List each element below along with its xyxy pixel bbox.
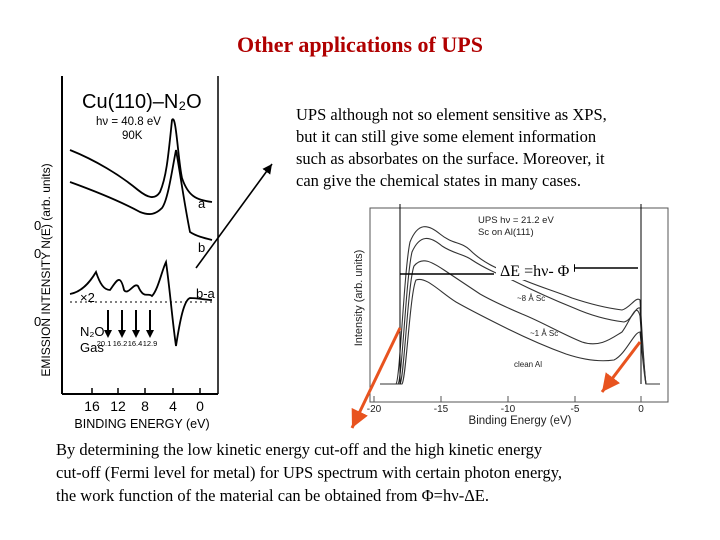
left-x-axis-title: BINDING ENERGY (eV) [74,417,209,431]
explanation-line: cut-off (Fermi level for metal) for UPS … [56,463,563,482]
right-source-label: UPS hν = 21.2 eV [478,215,554,226]
left-x-tick-label: 12 [110,398,126,414]
left-gas-label: N₂O [80,324,105,339]
right-x-tick-label: -15 [434,404,449,415]
intro-line: such as absorbates on the surface. Moreo… [296,149,605,168]
intro-line: UPS although not so element sensitive as… [296,105,607,124]
left-curve-label: a [198,196,206,211]
pointer-arrow [195,163,273,269]
intro-line: but it can still give some element infor… [296,127,597,146]
right-x-axis-title: Binding Energy (eV) [469,415,572,427]
left-spectrum-curve-b-minus-a [69,259,213,347]
explanation-line: By determining the low kinetic energy cu… [56,440,543,459]
left-gas-line-value: 16.4 [128,339,143,348]
left-spectrum-figure: 16 12 8 4 0 BINDING ENERGY (eV) EMISSION… [34,76,219,431]
left-gas-label: Gas [80,340,104,355]
left-photon-label: hν = 40.8 eV [96,116,161,128]
left-x-tick-label: 0 [196,398,204,414]
left-spectrum-curve-b [69,149,213,241]
left-x-tick-label: 16 [84,398,100,414]
left-gas-line-value: 12.9 [143,339,158,348]
right-curve-label: clean Al [514,360,542,369]
left-y-axis-title: EMISSION INTENSITY N(E) (arb. units) [39,163,53,376]
slide-title: Other applications of UPS [237,32,483,57]
explanation-line: the work function of the material can be… [56,486,490,505]
left-spectrum-curve-a [69,118,213,203]
left-gas-reference-arrowheads [104,330,154,338]
right-x-tick-label: 0 [638,404,644,415]
right-sample-label: Sc on Al(111) [478,227,534,238]
explanation-paragraph: By determining the low kinetic energy cu… [56,438,696,507]
left-zero-label: 0 [34,218,41,233]
right-curve-label: ~8 Å Sc [517,294,545,303]
right-x-tick-label: -20 [367,404,382,415]
left-gas-line-value: 20.1 [97,339,112,348]
right-spectrum-curve-1A [380,260,660,385]
left-x-tick-label: 8 [141,398,149,414]
right-x-ticks [373,396,642,402]
left-zero-label: 0 [34,314,41,329]
left-curve-label: b [198,240,205,255]
right-x-tick-label: -10 [501,404,516,415]
left-system-label: Cu(110)–N₂O [82,91,202,113]
left-x-ticks [91,388,201,394]
delta-e-label-bg [496,258,574,280]
right-y-axis-title: Intensity (arb. units) [353,250,365,347]
left-gas-line-value: 16.2 [113,339,128,348]
right-spectrum-curve-clean [380,278,660,385]
right-curve-label: ~1 Å Sc [530,329,558,338]
left-scale-label: ×2 [80,290,95,305]
left-x-tick-label: 4 [169,398,177,414]
left-curve-label: b-a [196,286,216,301]
right-spectrum-figure: -20 -15 -10 -5 0 Binding Energy (eV) Int… [353,204,669,427]
left-zero-label: 0 [34,246,41,261]
left-plot-area [62,76,218,394]
left-temp-label: 90K [122,130,143,142]
low-cutoff-arrow [350,327,402,429]
intro-paragraph: UPS although not so element sensitive as… [296,104,686,192]
fermi-cutoff-arrow [600,341,642,393]
delta-e-annotation: ΔE =hν- Φ [500,263,570,280]
intro-line: can give the chemical states in many cas… [296,171,581,190]
right-x-tick-label: -5 [571,404,580,415]
